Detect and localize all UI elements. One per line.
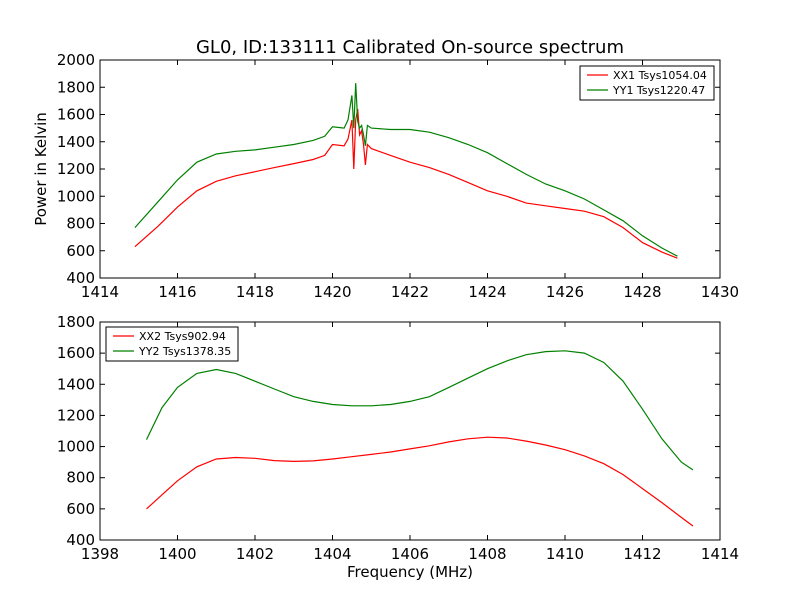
- legend: XX2 Tsys902.94 YY2 Tsys1378.35: [105, 326, 239, 362]
- legend-box: [579, 65, 715, 101]
- y-axis-label: Power in Kelvin: [32, 112, 50, 226]
- x-tick-label: 1398: [81, 545, 119, 563]
- x-tick-label: 1400: [158, 545, 196, 563]
- x-tick-label: 1408: [468, 545, 506, 563]
- y-tick-label: 1600: [57, 106, 95, 124]
- y-tick-label: 1600: [57, 344, 95, 362]
- legend-label: YY2 Tsys1378.35: [138, 345, 231, 358]
- y-tick-label: 600: [66, 242, 95, 260]
- x-tick-label: 1418: [236, 283, 274, 301]
- x-tick-label: 1410: [546, 545, 584, 563]
- series-line-2: [134, 83, 678, 257]
- y-tick-label: 1000: [57, 438, 95, 456]
- series-line-2: [145, 350, 694, 471]
- y-tick-label: 800: [66, 215, 95, 233]
- x-tick-label: 1416: [158, 283, 196, 301]
- y-tick-label: 600: [66, 500, 95, 518]
- x-tick-label: 1406: [391, 545, 429, 563]
- bottom-panel: 1398 1400 1402 1404 1406 1408 1410 1412 1414 400 6…: [57, 313, 739, 563]
- y-tick-label: 2000: [57, 51, 95, 69]
- x-axis-label: Frequency (MHz): [347, 563, 473, 581]
- x-tick-label: 1414: [81, 283, 119, 301]
- y-tick-label: 1400: [57, 133, 95, 151]
- y-tick-label: 1800: [57, 78, 95, 96]
- x-tick-label: 1424: [468, 283, 506, 301]
- x-tick-label: 1404: [313, 545, 351, 563]
- y-tick-label: 1400: [57, 375, 95, 393]
- y-tick-label: 400: [66, 531, 95, 549]
- x-tick-label: 1428: [623, 283, 661, 301]
- chart-title: GL0, ID:133111 Calibrated On-source spec…: [196, 37, 624, 58]
- legend-label: XX2 Tsys902.94: [139, 330, 226, 343]
- x-tick-label: 1420: [313, 283, 351, 301]
- top-panel: 1414 1416 1418 1420 1422 1424 1426 1428 1430 400 6…: [32, 51, 739, 301]
- y-tick-label: 400: [66, 269, 95, 287]
- series-line-1: [146, 436, 694, 527]
- y-tick-label: 1000: [57, 187, 95, 205]
- x-tick-label: 1414: [701, 545, 739, 563]
- series-line-1: [134, 108, 678, 259]
- y-tick-label: 1200: [57, 160, 95, 178]
- legend-box: [105, 326, 239, 362]
- legend-label: YY1 Tsys1220.47: [612, 84, 705, 97]
- x-tick-label: 1430: [701, 283, 739, 301]
- y-tick-label: 1800: [57, 313, 95, 331]
- x-tick-label: 1422: [391, 283, 429, 301]
- legend-label: XX1 Tsys1054.04: [613, 69, 707, 82]
- y-tick-label: 1200: [57, 406, 95, 424]
- legend: XX1 Tsys1054.04 YY1 Tsys1220.47: [579, 65, 715, 101]
- x-tick-label: 1402: [236, 545, 274, 563]
- x-tick-label: 1426: [546, 283, 584, 301]
- x-tick-label: 1412: [623, 545, 661, 563]
- y-tick-label: 800: [66, 469, 95, 487]
